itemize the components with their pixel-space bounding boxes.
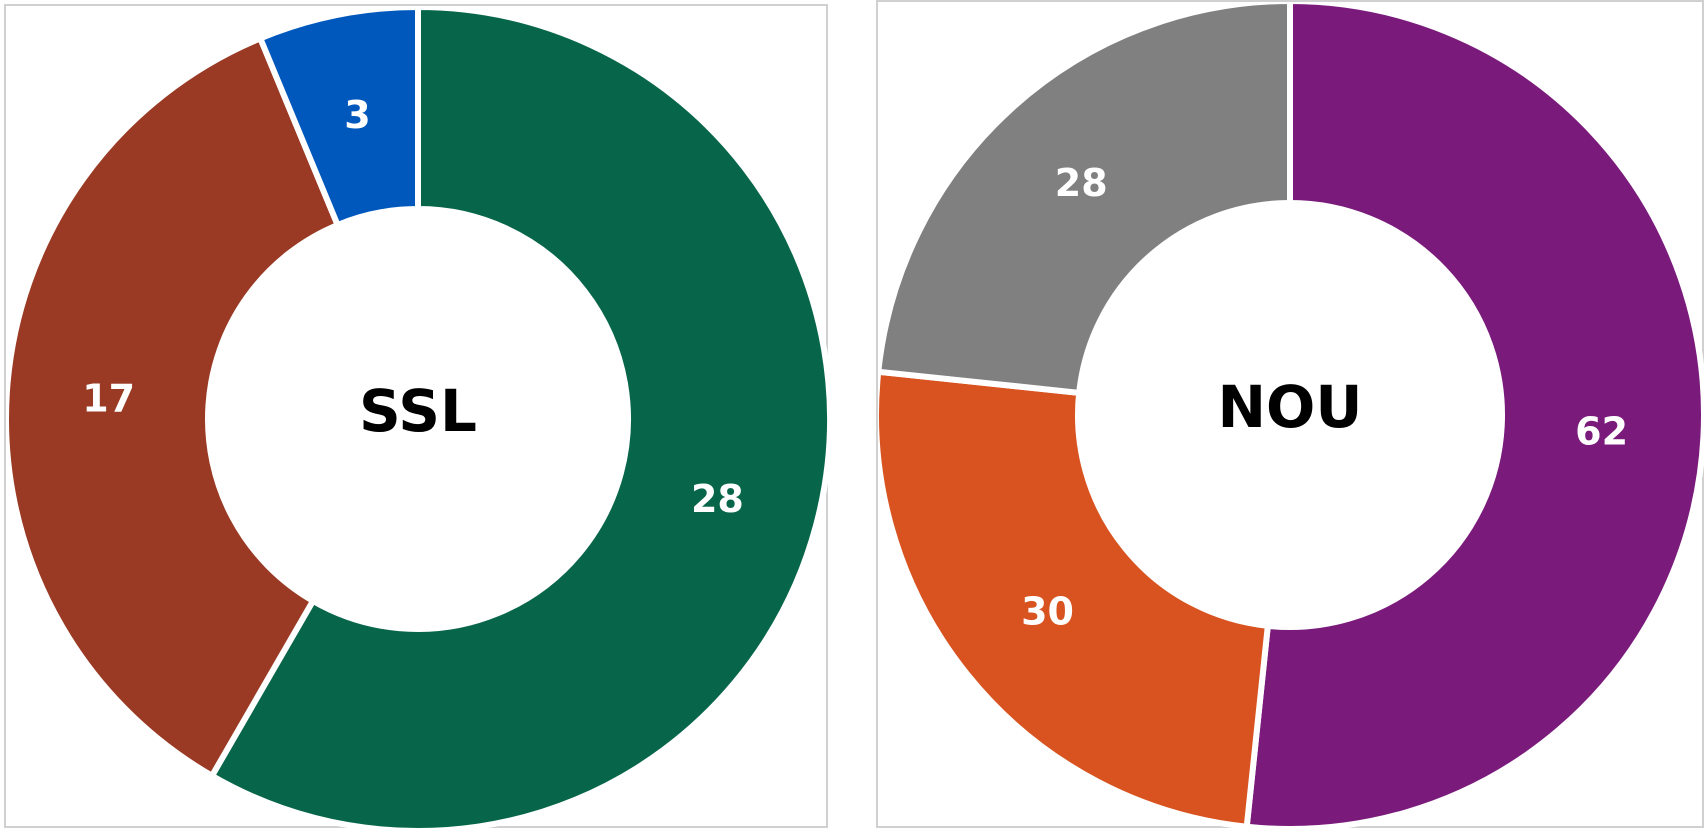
- donut-segment-17: [6, 34, 342, 780]
- donut-segment-62: [1243, 2, 1704, 830]
- data-label: 28: [1055, 161, 1108, 205]
- data-label: 30: [1021, 589, 1074, 633]
- donut-chart-nou-svg: 62 30 28 NOU: [878, 2, 1704, 830]
- donut-chart-ssl: 28 17 3 SSL: [4, 4, 830, 830]
- data-label: 28: [691, 477, 744, 521]
- donut-segment-30: [878, 368, 1272, 830]
- donut-segment-3: [256, 6, 421, 229]
- donut-segment-28: [878, 2, 1293, 397]
- center-label: NOU: [1218, 373, 1363, 441]
- data-label: 17: [82, 377, 135, 421]
- data-label: 62: [1575, 409, 1628, 453]
- donut-chart-ssl-svg: 28 17 3 SSL: [6, 6, 830, 830]
- center-label: SSL: [359, 377, 477, 445]
- data-label: 3: [344, 93, 370, 137]
- donut-chart-nou: 62 30 28 NOU: [876, 0, 1704, 830]
